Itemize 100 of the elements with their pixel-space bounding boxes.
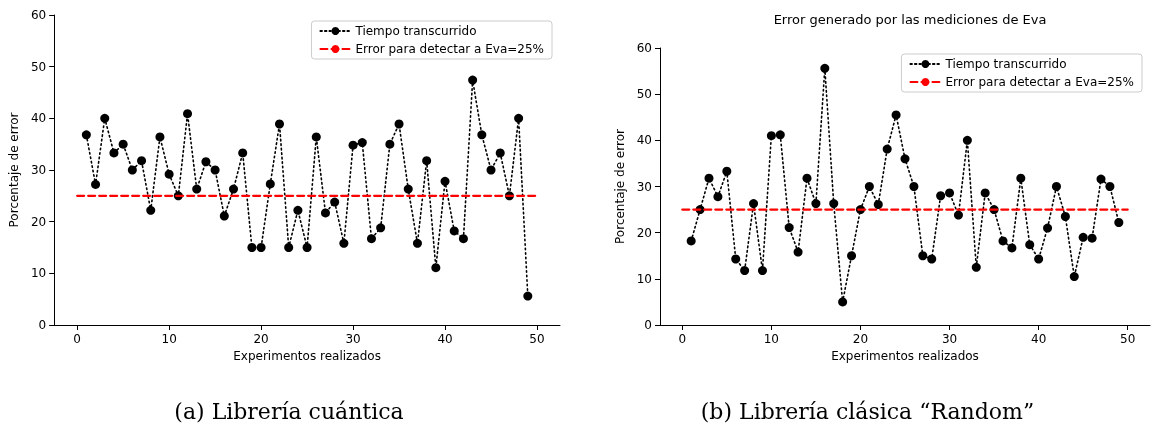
point	[256, 243, 266, 252]
point	[118, 139, 128, 149]
point	[468, 75, 478, 85]
point	[918, 251, 928, 261]
point	[523, 291, 533, 301]
point	[784, 223, 794, 233]
point	[775, 130, 785, 140]
point	[201, 157, 211, 167]
point	[1087, 233, 1097, 243]
point	[320, 208, 330, 218]
point	[980, 188, 990, 198]
point	[838, 297, 848, 307]
point	[357, 138, 367, 148]
y-tick-label: 60	[30, 8, 47, 22]
point	[900, 154, 910, 164]
legend-label: Tiempo transcurrido	[944, 57, 1067, 71]
point	[793, 247, 803, 257]
point	[927, 254, 937, 264]
point	[713, 192, 723, 202]
point	[458, 234, 468, 244]
point	[275, 119, 284, 129]
point	[265, 179, 275, 189]
point	[440, 176, 450, 186]
point	[330, 197, 340, 207]
point	[829, 199, 839, 209]
point	[238, 148, 248, 158]
point	[486, 165, 496, 175]
point	[514, 113, 524, 123]
point	[1114, 218, 1124, 228]
point	[1025, 240, 1035, 250]
legend-label: Tiempo transcurrido	[354, 24, 477, 38]
point	[722, 166, 732, 176]
point	[1096, 174, 1106, 184]
y-tick-label: 30	[636, 179, 652, 194]
point	[847, 251, 857, 261]
point	[495, 148, 505, 158]
point	[91, 179, 101, 189]
point	[936, 191, 946, 201]
point	[802, 173, 812, 183]
point	[422, 156, 432, 166]
y-axis-title: Porcentaje de error	[7, 112, 21, 228]
point	[1060, 212, 1070, 222]
point	[873, 200, 883, 209]
point	[766, 131, 776, 141]
point	[811, 199, 821, 209]
x-tick-label: 30	[345, 332, 361, 346]
y-axis-title: Porcentaje de error	[612, 129, 627, 244]
point	[109, 148, 119, 158]
point	[100, 113, 110, 123]
point	[449, 226, 459, 236]
point	[219, 211, 229, 221]
text: (b) Librería clásica “Random”	[700, 398, 1035, 424]
point	[339, 238, 349, 248]
point	[477, 130, 487, 140]
point	[704, 173, 714, 183]
point	[183, 109, 193, 119]
y-tick-label: 0	[644, 318, 652, 332]
y-tick-label: 20	[636, 225, 652, 240]
legend-label: Error para detectar a Eva=25%	[945, 75, 1134, 89]
chart-title: Error generado por las mediciones de Eva	[773, 12, 1047, 27]
point	[284, 243, 294, 252]
point	[412, 238, 422, 248]
point	[247, 243, 257, 252]
point	[1043, 223, 1053, 233]
point	[1069, 272, 1079, 282]
point	[81, 130, 91, 140]
point	[1078, 232, 1088, 242]
y-tick-label: 50	[30, 59, 47, 74]
y-tick-label: 60	[636, 41, 652, 55]
point	[366, 234, 376, 244]
point	[210, 165, 220, 175]
point	[192, 184, 202, 194]
point	[137, 156, 147, 166]
point	[945, 188, 955, 198]
point	[740, 266, 750, 276]
point	[891, 110, 901, 120]
point	[376, 223, 386, 233]
x-tick-label: 30	[941, 332, 958, 346]
point	[971, 262, 981, 272]
x-tick-label: 20	[852, 332, 869, 346]
x-tick-label: 10	[161, 332, 177, 346]
point	[311, 132, 321, 142]
x-tick-label: 20	[253, 332, 269, 346]
y-tick-label: 20	[30, 214, 47, 229]
point	[127, 165, 137, 175]
point	[431, 263, 441, 273]
x-tick-label: 10	[763, 332, 779, 346]
point	[882, 144, 892, 154]
point	[1051, 182, 1061, 191]
point	[953, 210, 963, 220]
point	[820, 63, 830, 73]
point	[1007, 243, 1017, 253]
point	[1034, 254, 1044, 264]
x-tick-label: 40	[1031, 332, 1047, 346]
point	[1105, 182, 1115, 191]
point	[962, 135, 972, 145]
y-tick-label: 0	[38, 318, 47, 332]
point	[385, 139, 395, 149]
x-axis-title: Experimentos realizados	[233, 348, 381, 363]
text: (a) Librería cuántica	[174, 398, 404, 424]
